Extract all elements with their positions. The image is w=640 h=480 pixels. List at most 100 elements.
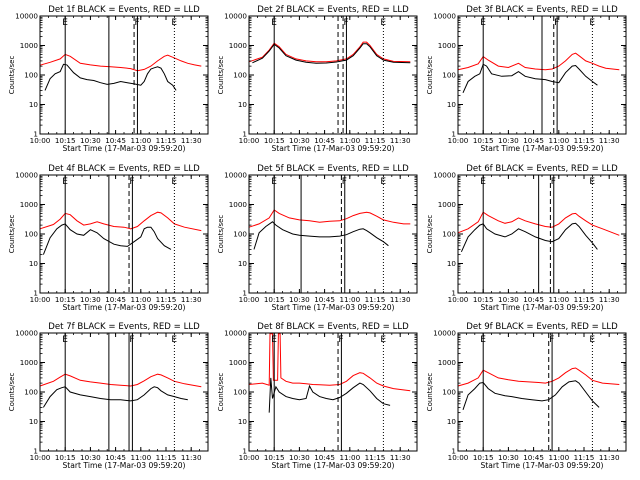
x-tick-label: 10:30 bbox=[80, 295, 101, 304]
x-tick-label: 10:00 bbox=[239, 136, 260, 145]
y-tick-label: 10000 bbox=[433, 171, 456, 180]
panel-det-6: Det 6f BLACK = Events, RED = LLD E F E 1 10 10… bbox=[426, 164, 627, 312]
y-tick-label: 10 bbox=[447, 259, 457, 268]
x-tick-label: 10:45 bbox=[314, 136, 335, 145]
y-tick-label: 10 bbox=[238, 100, 248, 109]
y-axis-label: Counts/sec bbox=[8, 373, 16, 412]
x-tick-label: 10:30 bbox=[80, 136, 101, 145]
panel-title: Det 9f BLACK = Events, RED = LLD bbox=[466, 322, 618, 332]
x-tick-label: 10:45 bbox=[105, 453, 126, 462]
y-tick-label: 100 bbox=[24, 388, 38, 397]
x-tick-label: 11:30 bbox=[599, 453, 620, 462]
x-tick-label: 11:00 bbox=[339, 453, 360, 462]
y-axis-label: Counts/sec bbox=[8, 215, 16, 254]
time-marker-label: E bbox=[589, 177, 595, 187]
lld-series-line bbox=[457, 52, 620, 71]
y-tick-label: 1000 bbox=[438, 200, 457, 209]
events-series-line bbox=[42, 223, 172, 255]
x-tick-label: 11:00 bbox=[130, 136, 151, 145]
x-tick-label: 10:15 bbox=[264, 453, 285, 462]
events-series-line bbox=[462, 63, 598, 94]
panel-det-9: Det 9f BLACK = Events, RED = LLD E F E 1 10 10… bbox=[426, 322, 627, 470]
x-tick-label: 11:15 bbox=[365, 453, 386, 462]
time-marker-label: E bbox=[62, 335, 68, 345]
y-axis-label: Counts/sec bbox=[426, 56, 434, 95]
y-tick-label: 1 bbox=[451, 447, 456, 456]
time-marker-label: E bbox=[62, 177, 68, 187]
y-tick-label: 1 bbox=[242, 130, 247, 139]
x-tick-label: 10:00 bbox=[448, 453, 469, 462]
x-tick-label: 10:15 bbox=[473, 453, 494, 462]
time-marker-label: F bbox=[343, 18, 348, 28]
y-tick-label: 100 bbox=[233, 230, 247, 239]
panel-title: Det 5f BLACK = Events, RED = LLD bbox=[257, 164, 409, 174]
y-tick-label: 10 bbox=[29, 100, 39, 109]
x-tick-label: 10:15 bbox=[55, 295, 76, 304]
y-tick-label: 100 bbox=[442, 388, 456, 397]
x-axis-label: Start Time (17-Mar-03 09:59:20) bbox=[271, 461, 394, 470]
x-tick-label: 10:45 bbox=[105, 295, 126, 304]
time-marker-label: E bbox=[480, 18, 486, 28]
y-tick-label: 10 bbox=[29, 259, 39, 268]
events-series-line bbox=[42, 386, 188, 408]
x-tick-label: 11:00 bbox=[548, 136, 569, 145]
lld-series-line bbox=[39, 211, 202, 232]
x-tick-label: 10:15 bbox=[473, 295, 494, 304]
x-tick-label: 11:00 bbox=[130, 295, 151, 304]
x-tick-label: 10:30 bbox=[498, 295, 519, 304]
y-tick-label: 10000 bbox=[224, 171, 247, 180]
x-tick-label: 11:30 bbox=[390, 295, 411, 304]
y-tick-label: 1000 bbox=[438, 358, 457, 367]
time-marker-label: F bbox=[554, 18, 559, 28]
y-axis-label: Counts/sec bbox=[426, 373, 434, 412]
x-tick-label: 11:15 bbox=[156, 453, 177, 462]
x-axis-label: Start Time (17-Mar-03 09:59:20) bbox=[271, 303, 394, 312]
time-marker-label: E bbox=[171, 18, 177, 28]
time-marker-label: E bbox=[171, 177, 177, 187]
time-marker-label: F bbox=[551, 177, 556, 187]
events-series-line bbox=[44, 63, 177, 91]
y-axis-label: Counts/sec bbox=[8, 56, 16, 95]
x-tick-label: 11:00 bbox=[548, 295, 569, 304]
x-tick-label: 11:15 bbox=[574, 295, 595, 304]
time-marker-label: F bbox=[129, 335, 134, 345]
time-marker-label: E bbox=[589, 335, 595, 345]
x-tick-label: 10:30 bbox=[289, 453, 310, 462]
y-tick-label: 10 bbox=[29, 417, 39, 426]
time-marker-label: E bbox=[271, 177, 277, 187]
events-series-line bbox=[252, 43, 411, 64]
time-marker-label: F bbox=[342, 177, 347, 187]
time-marker-label: E bbox=[62, 18, 68, 28]
lld-series-line bbox=[39, 53, 202, 72]
y-tick-label: 1000 bbox=[20, 41, 39, 50]
lld-series-line bbox=[457, 367, 620, 387]
x-tick-label: 11:00 bbox=[548, 453, 569, 462]
x-tick-label: 11:00 bbox=[130, 453, 151, 462]
x-tick-label: 10:15 bbox=[264, 136, 285, 145]
x-axis-label: Start Time (17-Mar-03 09:59:20) bbox=[480, 461, 603, 470]
x-tick-label: 10:45 bbox=[523, 453, 544, 462]
y-tick-label: 1 bbox=[33, 130, 38, 139]
panel-det-1: Det 1f BLACK = Events, RED = LLD E F E 1 10 10… bbox=[8, 5, 209, 153]
events-series-line bbox=[460, 222, 598, 253]
y-tick-label: 10000 bbox=[433, 329, 456, 338]
y-tick-label: 1000 bbox=[20, 200, 39, 209]
y-tick-label: 1 bbox=[242, 289, 247, 298]
x-tick-label: 11:15 bbox=[574, 136, 595, 145]
y-tick-label: 10 bbox=[447, 417, 457, 426]
y-axis-label: Counts/sec bbox=[217, 56, 225, 95]
y-tick-label: 1 bbox=[242, 447, 247, 456]
time-marker-label: E bbox=[271, 18, 277, 28]
x-tick-label: 10:45 bbox=[314, 453, 335, 462]
time-marker-label: E bbox=[589, 18, 595, 28]
x-tick-label: 10:00 bbox=[30, 453, 51, 462]
time-marker-label: E bbox=[380, 18, 386, 28]
x-tick-label: 10:00 bbox=[448, 295, 469, 304]
time-marker-label: E bbox=[380, 177, 386, 187]
panel-det-7: Det 7f BLACK = Events, RED = LLD E F E 1 10 10… bbox=[8, 322, 209, 470]
x-tick-label: 10:45 bbox=[523, 136, 544, 145]
panel-det-3: Det 3f BLACK = Events, RED = LLD E F E 1 10 10… bbox=[426, 5, 627, 153]
x-tick-label: 11:15 bbox=[365, 136, 386, 145]
x-tick-label: 10:45 bbox=[105, 136, 126, 145]
x-tick-label: 11:30 bbox=[181, 295, 202, 304]
